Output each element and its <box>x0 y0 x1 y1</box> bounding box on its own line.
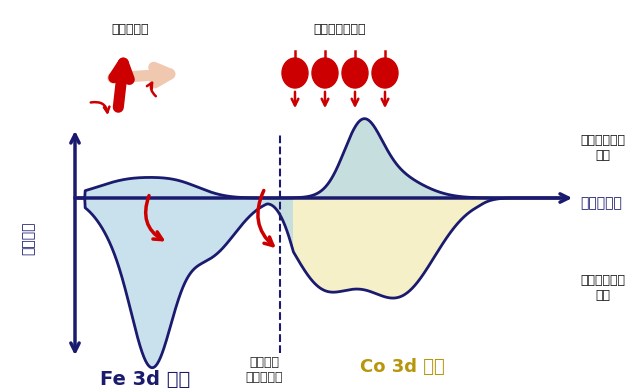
Ellipse shape <box>282 58 308 88</box>
Ellipse shape <box>312 58 338 88</box>
Polygon shape <box>268 119 560 198</box>
Polygon shape <box>268 198 560 298</box>
Text: エネルギー: エネルギー <box>580 196 622 210</box>
Polygon shape <box>294 119 489 198</box>
Ellipse shape <box>342 58 368 88</box>
Polygon shape <box>75 177 293 198</box>
Text: 下向きスピン
状態: 下向きスピン 状態 <box>580 134 625 162</box>
Text: 上向きスピン
状態: 上向きスピン 状態 <box>580 274 625 302</box>
Polygon shape <box>75 198 293 368</box>
Text: フェルミ
エネルギー: フェルミ エネルギー <box>245 356 283 384</box>
Text: Fe 3d 準位: Fe 3d 準位 <box>100 370 190 388</box>
Text: 状態密度: 状態密度 <box>21 221 35 255</box>
Text: Co 3d 準位: Co 3d 準位 <box>360 358 445 376</box>
Text: 完全スピン偏極: 完全スピン偏極 <box>314 23 366 36</box>
Ellipse shape <box>372 58 398 88</box>
Text: 磁気異方性: 磁気異方性 <box>111 23 148 36</box>
